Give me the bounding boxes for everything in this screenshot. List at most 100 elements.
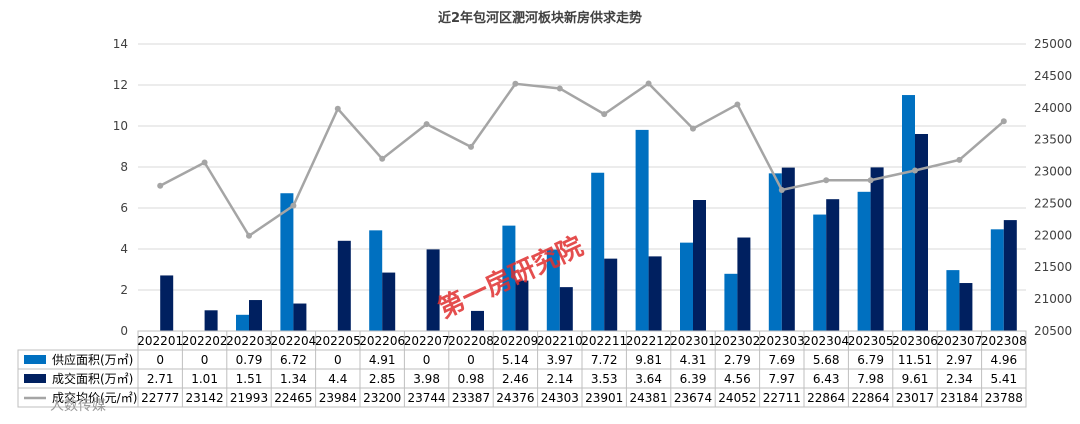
bar-supply: [857, 191, 871, 331]
x-tick-label: 202308: [981, 334, 1027, 348]
x-tick-label: 202210: [537, 334, 583, 348]
bar-deal: [693, 200, 706, 331]
left-tick-label: 2: [120, 283, 128, 297]
table-cell: 7.69: [768, 353, 795, 367]
bar-supply: [546, 249, 560, 331]
table-cell: 2.71: [147, 372, 174, 386]
bar-supply: [680, 242, 693, 331]
bar-deal: [870, 167, 884, 331]
table-cell: 9.61: [902, 372, 929, 386]
bar-deal: [915, 133, 928, 331]
price-point: [423, 121, 430, 128]
right-tick-label: 23000: [1034, 165, 1072, 179]
bar-supply: [813, 214, 827, 331]
table-cell: 1.01: [191, 372, 218, 386]
bar-supply: [236, 314, 249, 331]
price-point: [734, 101, 741, 108]
price-point: [912, 167, 918, 174]
price-point: [334, 105, 341, 112]
price-line-series: [157, 80, 1007, 239]
bars: [160, 95, 1017, 331]
bar-supply: [635, 129, 649, 331]
bar-deal: [382, 272, 396, 331]
table-cell: 24376: [496, 391, 534, 405]
right-axis-ticks: 20500 21000 21500 22000 22500 23000 23500 24000…: [1034, 37, 1072, 338]
bar-deal: [737, 237, 751, 331]
table-cell: 2.97: [946, 353, 973, 367]
legend-label: 成交均价(元/㎡): [52, 390, 137, 405]
right-tick-label: 22000: [1034, 228, 1072, 242]
bar-supply: [990, 229, 1004, 331]
table-cell: 4.96: [990, 353, 1017, 367]
x-tick-label: 202203: [226, 334, 272, 348]
table-cell: 7.97: [768, 372, 795, 386]
table-cell: 6.72: [280, 353, 307, 367]
table-cell: 1.34: [280, 372, 307, 386]
price-point: [157, 182, 164, 189]
table-cell: 23142: [186, 391, 224, 405]
legend-key: [24, 355, 46, 364]
bar-supply: [902, 95, 915, 331]
legend-key: [24, 374, 46, 383]
right-tick-label: 22500: [1034, 196, 1072, 210]
x-tick-label: 202306: [892, 334, 938, 348]
table-cell: 2.85: [369, 372, 396, 386]
table-cell: 2.46: [502, 372, 529, 386]
price-line: [159, 81, 1005, 238]
right-tick-label: 20500: [1034, 324, 1072, 338]
table-cell: 4.91: [369, 353, 396, 367]
bar-supply: [768, 173, 782, 331]
x-tick-label: 202302: [714, 334, 760, 348]
x-tick-label: 202301: [670, 334, 716, 348]
bar-deal: [604, 258, 618, 331]
bar-deal: [1003, 220, 1017, 331]
bar-deal: [559, 287, 573, 331]
table-cell: 0.79: [236, 353, 263, 367]
bar-deal: [959, 283, 973, 331]
table-cell: 6.79: [857, 353, 884, 367]
table-cell: 0.98: [458, 372, 485, 386]
bar-supply: [724, 273, 738, 331]
table-cell: 1.51: [236, 372, 263, 386]
bar-supply: [591, 172, 605, 331]
left-tick-label: 10: [113, 119, 128, 133]
table-cell: 5.14: [502, 353, 529, 367]
x-tick-label: 202212: [626, 334, 672, 348]
table-cell: 0: [201, 353, 209, 367]
bar-deal: [337, 240, 351, 331]
table-cell: 23744: [408, 391, 446, 405]
data-table: 2022012022022022032022042022052022062022…: [17, 330, 1027, 408]
right-tick-label: 21500: [1034, 260, 1072, 274]
table-cell: 5.68: [813, 353, 840, 367]
x-tick-label: 202201: [137, 334, 183, 348]
table-cell: 2.34: [946, 372, 973, 386]
bar-deal: [249, 300, 262, 331]
price-point: [556, 85, 563, 92]
table-cell: 21993: [230, 391, 268, 405]
price-point: [690, 125, 696, 132]
bar-supply: [946, 270, 960, 331]
table-cell: 3.97: [546, 353, 573, 367]
left-tick-label: 12: [113, 78, 128, 92]
bar-deal: [648, 256, 662, 331]
bar-supply: [280, 193, 294, 331]
left-tick-label: 0: [120, 324, 128, 338]
left-tick-label: 4: [120, 242, 128, 256]
x-tick-label: 202205: [315, 334, 361, 348]
price-point: [201, 159, 208, 166]
left-tick-label: 8: [120, 160, 128, 174]
table-cell: 9.81: [635, 353, 662, 367]
table-cell: 4.56: [724, 372, 751, 386]
x-tick-label: 202207: [404, 334, 450, 348]
table-cell: 23184: [940, 391, 978, 405]
price-point: [246, 232, 252, 239]
x-tick-label: 202209: [492, 334, 538, 348]
table-cell: 23788: [985, 391, 1023, 405]
bar-deal: [826, 199, 840, 331]
bar-deal: [781, 167, 795, 331]
table-cell: 0: [334, 353, 342, 367]
bar-supply: [369, 230, 383, 331]
x-tick-label: 202204: [270, 334, 316, 348]
x-tick-label: 202305: [848, 334, 894, 348]
